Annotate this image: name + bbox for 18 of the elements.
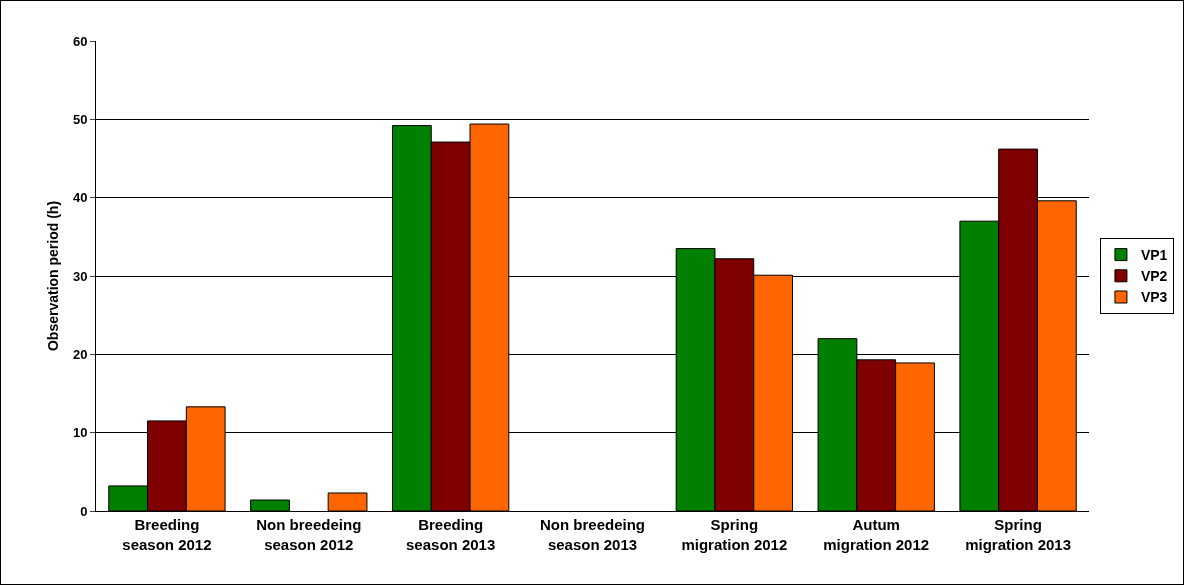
x-tick-label: Breeding season 2013 <box>406 516 496 553</box>
x-tick-label: Breeding season 2012 <box>122 516 212 553</box>
x-tick-label: Non breedeing season 2012 <box>256 516 362 553</box>
x-tick-label: Spring migration 2012 <box>681 516 788 553</box>
legend-label: VP2 <box>1140 268 1168 285</box>
y-tick-label: 50 <box>72 111 88 127</box>
y-axis-title: Observation period (h) <box>45 200 61 352</box>
y-tick-label: 10 <box>72 425 88 441</box>
y-tick-label: 20 <box>72 346 88 362</box>
y-tick-label: 0 <box>80 503 88 519</box>
x-tick-label: Spring migration 2013 <box>965 516 1072 553</box>
x-tick-label: Autum migration 2012 <box>823 516 930 553</box>
y-tick-label: 40 <box>72 190 88 206</box>
legend-label: VP1 <box>1140 247 1168 264</box>
legend-label: VP3 <box>1140 289 1168 306</box>
x-tick-label: Non breedeing season 2013 <box>539 516 646 553</box>
y-tick-label: 30 <box>72 268 88 284</box>
y-tick-label: 60 <box>72 33 88 49</box>
